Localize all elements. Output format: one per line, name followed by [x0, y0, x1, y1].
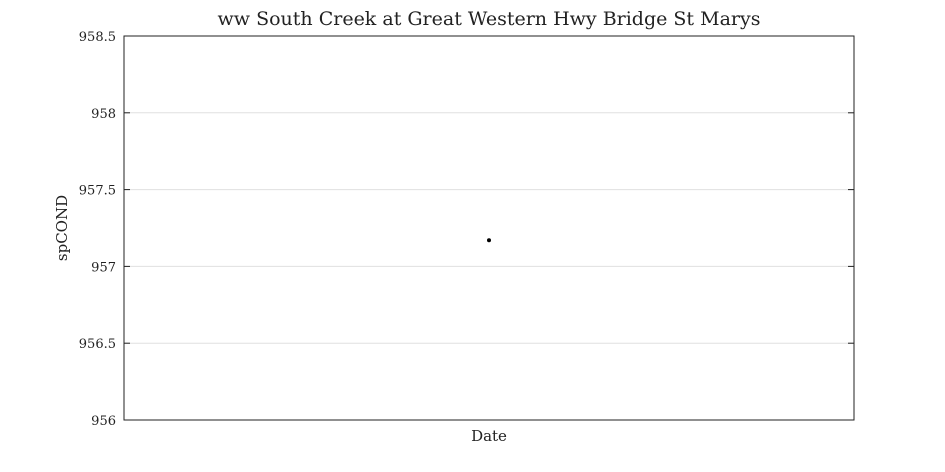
chart-title: ww South Creek at Great Western Hwy Brid… [218, 8, 761, 30]
plot-area [123, 35, 855, 421]
y-tick-label: 958 [91, 107, 116, 122]
data-point [487, 238, 491, 243]
data-series [487, 238, 491, 243]
x-axis-label: Date [471, 427, 507, 445]
y-tick-label: 957.5 [79, 184, 116, 199]
y-axis-label: spCOND [53, 195, 71, 261]
y-tick-label: 958.5 [79, 30, 116, 45]
grid [124, 112, 854, 344]
y-tick-label: 956.5 [79, 337, 116, 352]
y-axis: 956 956.5 957 957.5 958 958.5 [79, 30, 854, 429]
y-tick-label: 956 [91, 414, 116, 429]
y-tick-label: 957 [91, 260, 116, 275]
